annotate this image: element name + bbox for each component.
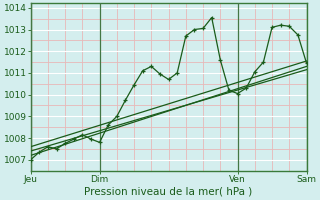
X-axis label: Pression niveau de la mer( hPa ): Pression niveau de la mer( hPa ) xyxy=(84,187,253,197)
